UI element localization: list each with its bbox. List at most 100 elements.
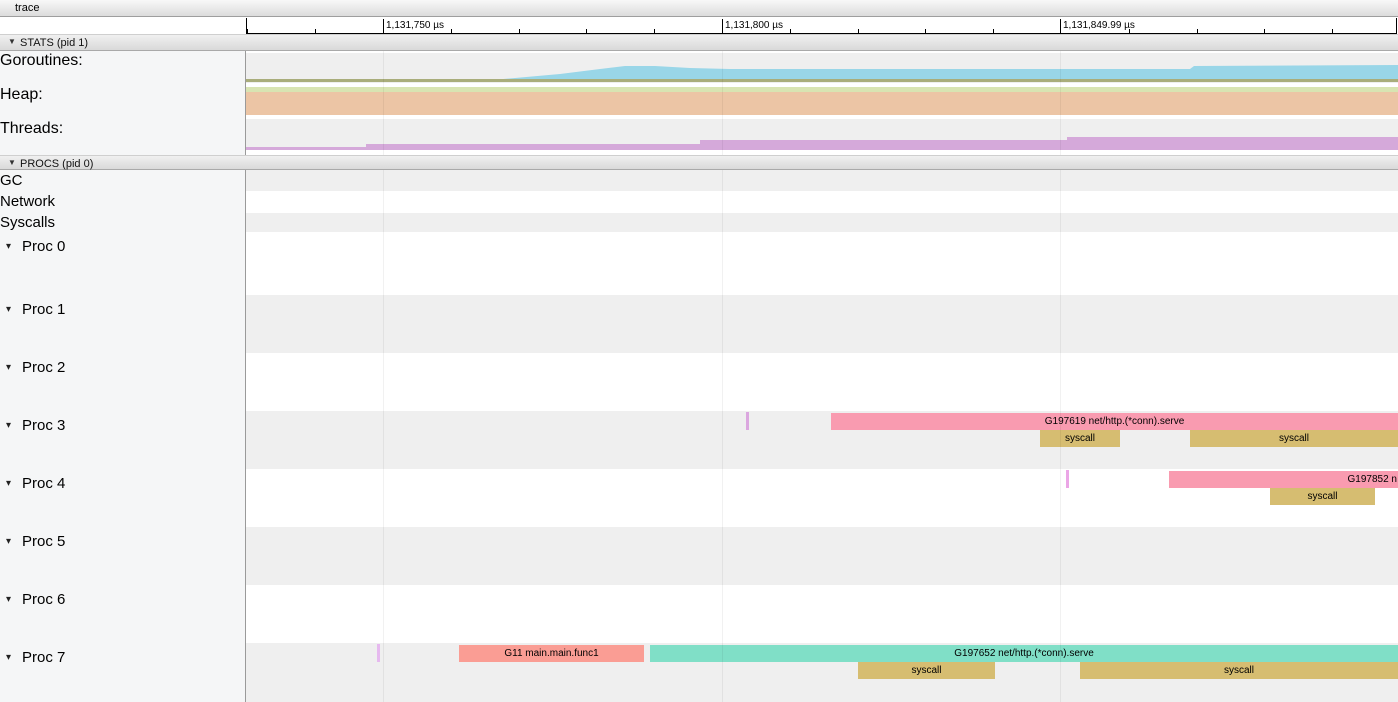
ruler-minor-tick bbox=[790, 29, 791, 33]
proc-row-label: Proc 6 bbox=[22, 591, 66, 608]
sidebar-item-proc-0[interactable]: ▾ Proc 0 bbox=[0, 238, 200, 258]
proc-row-label: Proc 5 bbox=[22, 533, 66, 550]
timeline-gridline bbox=[722, 51, 723, 155]
syscall-slice[interactable]: syscall bbox=[1080, 662, 1398, 679]
goroutines-baseline-series bbox=[246, 79, 1398, 82]
stats-label-column: Goroutines: Heap: Threads: bbox=[0, 51, 246, 155]
stats-counters-plot bbox=[246, 65, 1398, 150]
instant-event[interactable] bbox=[746, 412, 749, 430]
ruler-major-tick bbox=[722, 19, 723, 34]
stats-section-label: STATS (pid 1) bbox=[20, 37, 89, 49]
proc-row-label: Proc 1 bbox=[22, 301, 66, 318]
goroutines-row-label: Goroutines: bbox=[0, 52, 83, 69]
ruler-timestamp-label: 1,131,800 µs bbox=[725, 20, 784, 31]
stats-chart-area[interactable] bbox=[246, 51, 1398, 155]
proc-track-background bbox=[246, 353, 1398, 411]
proc-track-background bbox=[246, 232, 1398, 295]
goroutines-area-series bbox=[492, 65, 1398, 80]
trace-slice[interactable]: G197619 net/http.(*conn).serve bbox=[831, 413, 1398, 430]
timeline-gridline bbox=[1060, 51, 1061, 155]
timeline-gridline bbox=[722, 170, 723, 702]
threads-step-series-1 bbox=[366, 144, 700, 150]
proc-track-background bbox=[246, 191, 1398, 213]
ruler-left-edge bbox=[246, 18, 247, 34]
ruler-minor-tick bbox=[586, 29, 587, 33]
ruler-minor-tick bbox=[451, 29, 452, 33]
instant-event[interactable] bbox=[377, 644, 380, 662]
page-title: trace bbox=[15, 2, 40, 14]
trace-slice[interactable]: G197852 n bbox=[1169, 471, 1398, 488]
threads-step-series-0 bbox=[246, 147, 366, 150]
instant-event[interactable] bbox=[1066, 470, 1069, 488]
ruler-minor-tick bbox=[1129, 29, 1130, 33]
procs-section-header[interactable]: ▼ PROCS (pid 0) bbox=[0, 155, 1398, 170]
syscall-slice[interactable]: syscall bbox=[1190, 430, 1398, 447]
proc-row-label: Proc 4 bbox=[22, 475, 66, 492]
trace-slice[interactable]: G11 main.main.func1 bbox=[459, 645, 644, 662]
row-collapse-triangle-icon[interactable]: ▾ bbox=[6, 304, 12, 315]
row-collapse-triangle-icon[interactable]: ▾ bbox=[6, 594, 12, 605]
procs-section-label: PROCS (pid 0) bbox=[20, 158, 94, 170]
row-collapse-triangle-icon[interactable]: ▾ bbox=[6, 536, 12, 547]
row-collapse-triangle-icon[interactable]: ▾ bbox=[6, 420, 12, 431]
ruler-timestamp-label: 1,131,750 µs bbox=[386, 20, 445, 31]
threads-step-series-2 bbox=[700, 140, 1067, 150]
timeline-gridline bbox=[1060, 170, 1061, 702]
sidebar-item-proc-6[interactable]: ▾ Proc 6 bbox=[0, 591, 200, 611]
syscall-slice[interactable]: syscall bbox=[1270, 488, 1375, 505]
proc-row-label: Proc 2 bbox=[22, 359, 66, 376]
row-collapse-triangle-icon[interactable]: ▾ bbox=[6, 652, 12, 663]
threads-step-series-3 bbox=[1067, 137, 1398, 150]
ruler-minor-tick bbox=[519, 29, 520, 33]
row-collapse-triangle-icon[interactable]: ▾ bbox=[6, 478, 12, 489]
proc-row-label: Proc 7 bbox=[22, 649, 66, 666]
sidebar-item-proc-3[interactable]: ▾ Proc 3 bbox=[0, 417, 200, 437]
ruler-minor-tick bbox=[858, 29, 859, 33]
ruler-major-tick bbox=[383, 19, 384, 34]
procs-label-column: GC Network Syscalls ▾ Proc 0 ▾ Proc 1 ▾ Proc 2 ▾ P… bbox=[0, 170, 246, 702]
sidebar-item-proc-5[interactable]: ▾ Proc 5 bbox=[0, 533, 200, 553]
ruler-minor-tick bbox=[247, 29, 248, 33]
threads-row-label: Threads: bbox=[0, 120, 64, 137]
sidebar-item-proc-7[interactable]: ▾ Proc 7 bbox=[0, 649, 200, 669]
trace-slice[interactable]: G197652 net/http.(*conn).serve bbox=[650, 645, 1398, 662]
timeline-gridline bbox=[383, 170, 384, 702]
ruler-minor-tick bbox=[1264, 29, 1265, 33]
collapse-triangle-icon[interactable]: ▼ bbox=[8, 37, 16, 46]
timeline-ruler[interactable]: 1,131,750 µs 1,131,800 µs 1,131,849.99 µs bbox=[0, 17, 1398, 34]
stats-section-header[interactable]: ▼ STATS (pid 1) bbox=[0, 34, 1398, 51]
syscall-slice[interactable]: syscall bbox=[858, 662, 995, 679]
lane-row-label: Syscalls bbox=[0, 213, 56, 231]
ruler-major-tick bbox=[1060, 19, 1061, 34]
heap-band-series-0 bbox=[246, 87, 1398, 92]
lane-row-label: Network bbox=[0, 193, 56, 210]
ruler-minor-tick bbox=[993, 29, 994, 33]
ruler-minor-tick bbox=[1332, 29, 1333, 33]
row-collapse-triangle-icon[interactable]: ▾ bbox=[6, 241, 12, 252]
proc-track-background bbox=[246, 213, 1398, 232]
window-toolbar: trace bbox=[0, 0, 1398, 17]
ruler-baseline bbox=[246, 33, 1397, 34]
proc-row-label: Proc 3 bbox=[22, 417, 66, 434]
syscall-slice[interactable]: syscall bbox=[1040, 430, 1120, 447]
sidebar-item-proc-4[interactable]: ▾ Proc 4 bbox=[0, 475, 200, 495]
proc-track-background bbox=[246, 295, 1398, 353]
sidebar-item-proc-2[interactable]: ▾ Proc 2 bbox=[0, 359, 200, 379]
proc-track-background bbox=[246, 527, 1398, 585]
ruler-timestamp-label: 1,131,849.99 µs bbox=[1063, 20, 1135, 31]
sidebar-item-proc-1[interactable]: ▾ Proc 1 bbox=[0, 301, 200, 321]
ruler-minor-tick bbox=[1197, 29, 1198, 33]
heap-row-label: Heap: bbox=[0, 86, 43, 103]
ruler-minor-tick bbox=[925, 29, 926, 33]
timeline-gridline bbox=[383, 51, 384, 155]
heap-band-series-1 bbox=[246, 92, 1398, 115]
proc-row-label: Proc 0 bbox=[22, 238, 66, 255]
ruler-minor-tick bbox=[315, 29, 316, 33]
row-collapse-triangle-icon[interactable]: ▾ bbox=[6, 362, 12, 373]
proc-track-background bbox=[246, 170, 1398, 191]
procs-chart-area[interactable]: G197619 net/http.(*conn).serve syscall sys… bbox=[246, 170, 1398, 702]
ruler-right-edge bbox=[1396, 18, 1397, 34]
lane-row-label: GC bbox=[0, 171, 23, 189]
collapse-triangle-icon[interactable]: ▼ bbox=[8, 158, 16, 167]
ruler-minor-tick bbox=[654, 29, 655, 33]
